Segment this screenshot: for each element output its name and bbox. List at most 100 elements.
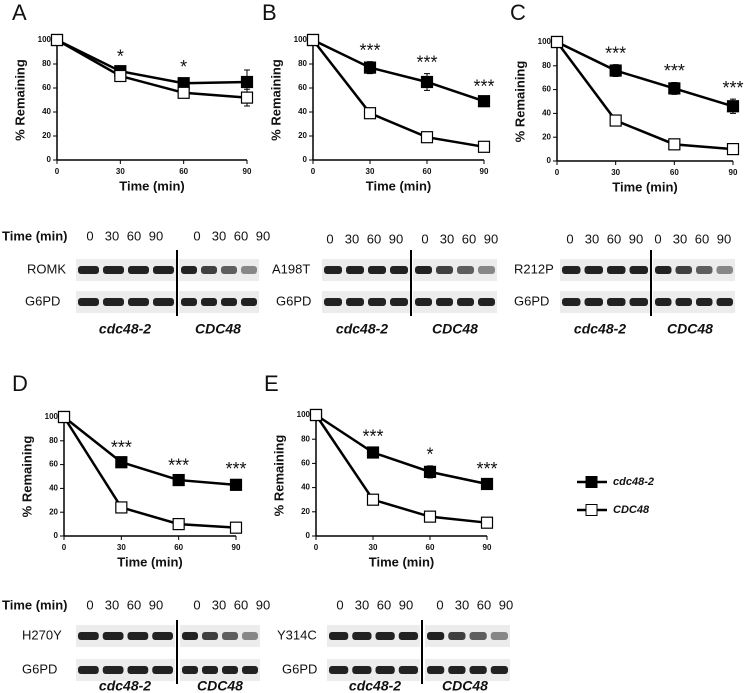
data-point [366, 446, 380, 459]
significance: *** [605, 43, 626, 63]
band [241, 298, 257, 306]
lane-label: 60 [127, 597, 141, 612]
band [153, 266, 174, 274]
band [390, 298, 408, 306]
band [562, 298, 581, 306]
time-label: Time (min) [2, 597, 68, 612]
strain-label: CDC48 [197, 678, 243, 693]
blot-bg [327, 659, 420, 681]
blot-bg [413, 291, 497, 313]
x-tick-label: 30 [611, 168, 620, 177]
band [181, 298, 197, 306]
strain-label: CDC48 [667, 321, 713, 337]
band [629, 266, 648, 274]
band [346, 298, 364, 306]
panel-label: C [510, 0, 526, 25]
band [675, 266, 692, 274]
band [324, 266, 342, 274]
series-line [63, 416, 237, 487]
lane-label: 30 [355, 597, 369, 612]
lane-label: 90 [499, 597, 513, 612]
significance: *** [473, 76, 494, 96]
y-tick-label: 0 [54, 531, 59, 540]
lane-label: 90 [256, 228, 270, 243]
y-tick-label: 40 [301, 483, 310, 492]
data-point [177, 86, 190, 99]
lane-label: 90 [484, 231, 498, 246]
band [153, 298, 174, 306]
lane-label: 30 [212, 597, 226, 612]
band [329, 666, 349, 674]
band [584, 298, 603, 306]
protein-label: G6PD [514, 293, 549, 308]
band [352, 632, 372, 640]
band [324, 298, 342, 306]
data-point [363, 107, 377, 120]
panel-label: B [262, 0, 277, 25]
data-point [477, 140, 491, 153]
band [478, 298, 495, 306]
y-tick-label: 100 [38, 35, 52, 44]
lane-label: 0 [436, 597, 443, 612]
series-line [56, 38, 248, 99]
blot-bg [76, 259, 176, 281]
y-tick-label: 20 [301, 507, 310, 516]
band [127, 666, 149, 674]
data-point [480, 516, 494, 529]
band [469, 666, 487, 674]
y-tick-label: 0 [547, 156, 552, 165]
y-tick-label: 40 [42, 107, 51, 116]
significance: *** [168, 455, 189, 475]
significance: * [426, 445, 433, 465]
band [222, 632, 238, 640]
significance: *** [416, 52, 437, 72]
x-tick-label: 30 [366, 167, 375, 176]
lane-label: 60 [607, 231, 621, 246]
significance: *** [362, 426, 383, 446]
lane-label: 60 [695, 231, 709, 246]
band [448, 666, 466, 674]
y-tick-label: 100 [45, 412, 59, 421]
time-label: Time (min) [2, 228, 68, 243]
y-tick-label: 60 [42, 83, 51, 92]
band [427, 632, 445, 640]
strain-label: cdc48-2 [349, 678, 401, 693]
band [102, 666, 124, 674]
band [716, 266, 733, 274]
x-tick-label: 90 [483, 543, 492, 552]
strain-label: cdc48-2 [99, 678, 151, 693]
x-tick-label: 0 [555, 168, 560, 177]
blot-bg [76, 659, 175, 681]
data-point [366, 493, 380, 506]
band [346, 266, 364, 274]
y-axis-label: % Remaining [512, 61, 527, 143]
lane-label: 90 [149, 597, 163, 612]
band [436, 298, 453, 306]
data-point [550, 35, 564, 49]
band [415, 266, 432, 274]
x-tick-label: 60 [423, 167, 432, 176]
band [368, 298, 386, 306]
lane-label: 0 [86, 228, 93, 243]
lane-label: 90 [629, 231, 643, 246]
lane-label: 90 [149, 228, 163, 243]
x-tick-label: 90 [232, 543, 241, 552]
band [675, 298, 692, 306]
x-tick-label: 90 [480, 167, 489, 176]
panel-label: A [12, 0, 27, 25]
significance: *** [722, 78, 743, 98]
band [182, 666, 198, 674]
series-line [312, 39, 485, 149]
data-point [172, 473, 185, 487]
data-point [115, 501, 128, 514]
band [716, 298, 733, 306]
protein-label: Y314C [277, 627, 317, 642]
y-tick-label: 80 [49, 436, 58, 445]
lane-label: 30 [440, 231, 454, 246]
y-tick-label: 20 [298, 131, 307, 140]
lane-label: 0 [326, 231, 333, 246]
lane-label: 30 [455, 597, 469, 612]
strain-label: cdc48-2 [336, 321, 388, 337]
data-point [609, 64, 622, 77]
x-tick-label: 90 [243, 167, 252, 176]
